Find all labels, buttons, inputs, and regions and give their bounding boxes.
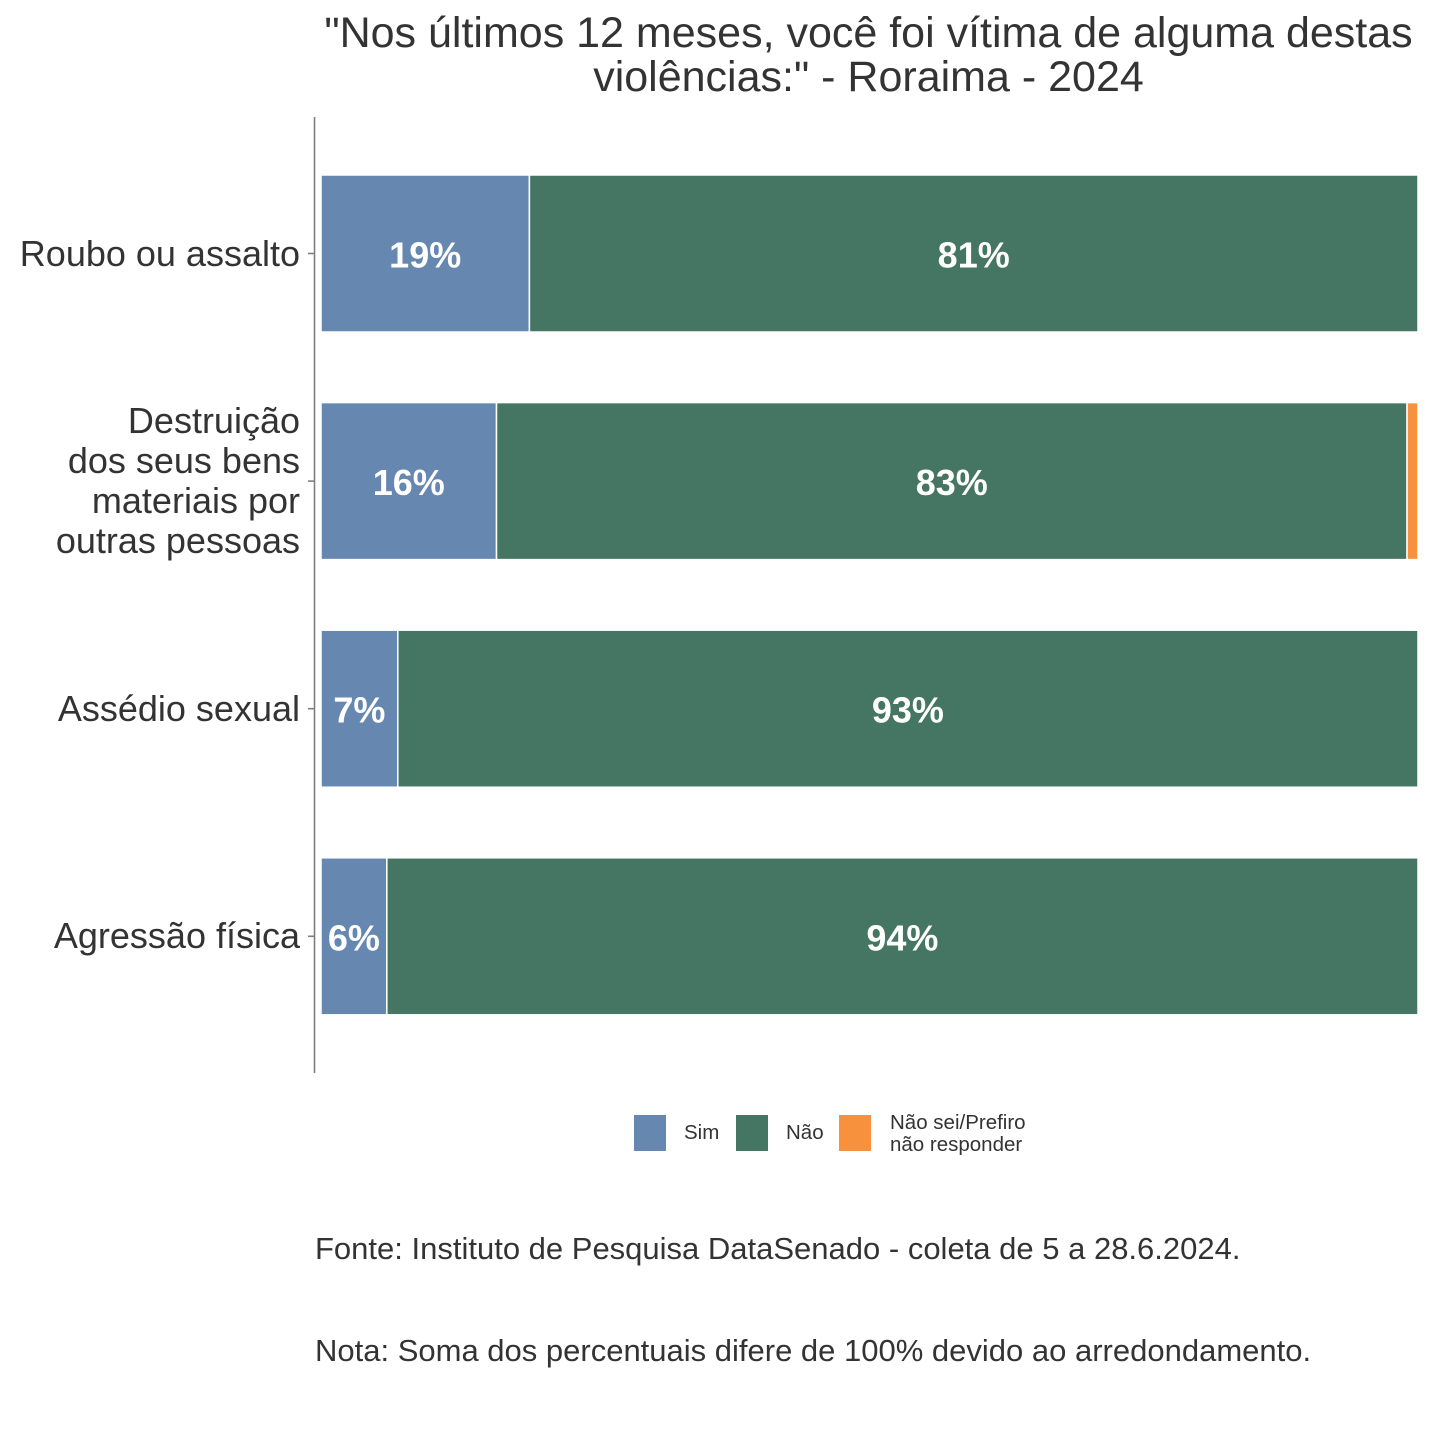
data-label-sim-agressao-fisica: 6%: [328, 917, 380, 958]
bars: [320, 174, 1419, 1016]
category-label-assedio-sexual: Assédio sexual: [57, 687, 300, 729]
legend-label-nao-sei: Não sei/Prefiro não responder: [890, 1111, 1026, 1156]
bar-nao-assedio-sexual: [397, 629, 1419, 788]
category-label-roubo-ou-assalto: Roubo ou assalto: [19, 232, 300, 274]
bar-sim-destruicao-dos-seus-bens-materiais-por-outras-pessoas: [320, 401, 498, 561]
bar-nao-sei-prefiro-nao-responder-destruicao-dos-seus-bens-materiais-por-outras-pessoas: [1406, 401, 1419, 561]
data-label-sim-assedio-sexual: 7%: [333, 690, 385, 731]
legend-label-nao: Não: [786, 1121, 824, 1144]
category-label-agressao-fisica: Agressão física: [53, 915, 300, 957]
data-label-sim-roubo-ou-assalto: 19%: [389, 235, 461, 276]
chart-caption: Fonte: Instituto de Pesquisa DataSenado …: [315, 1164, 1311, 1436]
legend-key-nao-sei: [839, 1115, 871, 1151]
note-text: Nota: Soma dos percentuais difere de 100…: [315, 1333, 1312, 1368]
data-label-nao-destruicao-dos-seus-bens-materiais-por-outras-pessoas: 83%: [916, 462, 988, 503]
data-label-nao-roubo-ou-assalto: 81%: [938, 235, 1010, 276]
bar-nao-agressao-fisica: [386, 857, 1419, 1016]
legend-key-nao: [736, 1115, 768, 1151]
category-label-destruicao-dos-seus-bens-materiais-por-outras-pessoas: Destruição dos seus bens materiais por o…: [55, 400, 300, 562]
stacked-bar-chart: 19% 81% 16% 83% 7% 93% 6% 94%: [308, 117, 1419, 1073]
legend-key-sim: [634, 1115, 666, 1151]
data-label-sim-destruicao-dos-seus-bens-materiais-por-outras-pessoas: 16%: [373, 462, 445, 503]
data-labels: 19% 81% 16% 83% 7% 93% 6% 94%: [328, 235, 1010, 959]
chart-title: "Nos últimos 12 meses, você foi vítima d…: [324, 9, 1413, 101]
source-text: Fonte: Instituto de Pesquisa DataSenado …: [315, 1231, 1241, 1266]
data-label-nao-agressao-fisica: 94%: [866, 917, 938, 958]
data-label-nao-assedio-sexual: 93%: [872, 690, 944, 731]
bar-nao-roubo-ou-assalto: [528, 174, 1419, 333]
bar-sim-roubo-ou-assalto: [320, 174, 531, 333]
chart-page: 19% 81% 16% 83% 7% 93% 6% 94% "Nos últimos 12 m…: [19, 9, 1419, 1368]
legend-label-sim: Sim: [684, 1121, 720, 1144]
bar-nao-destruicao-dos-seus-bens-materiais-por-outras-pessoas: [495, 401, 1408, 561]
